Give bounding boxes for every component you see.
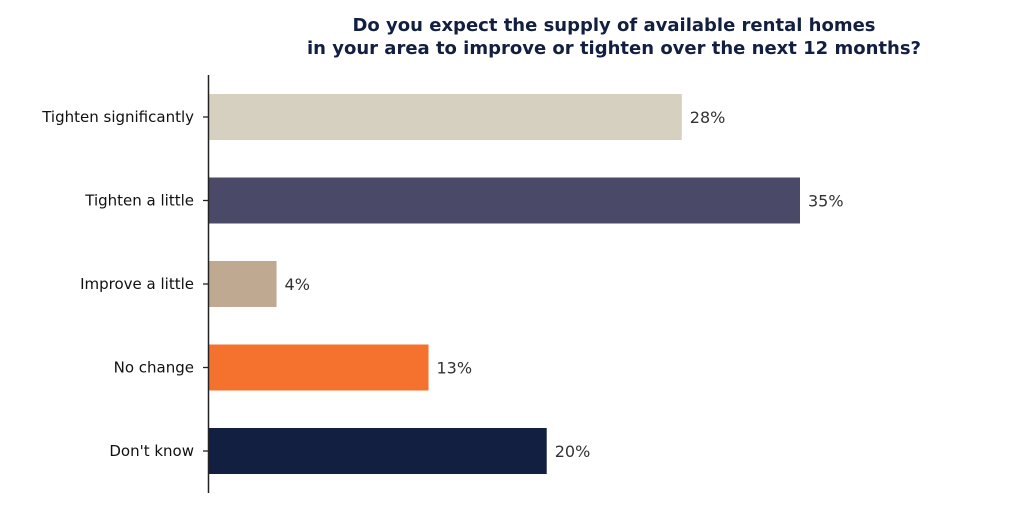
y-tick-label: Improve a little [80,275,194,293]
data-label: 13% [437,359,473,378]
y-tick-label: Tighten significantly [41,108,194,126]
y-tick-label: Tighten a little [84,192,194,210]
data-label: 20% [555,442,591,461]
data-label: 35% [808,192,844,211]
data-label: 4% [285,275,310,294]
bar-3 [209,344,429,391]
bar-4 [209,428,547,474]
bar-0 [209,94,682,140]
bar-2 [209,261,277,307]
chart-title-line-1: Do you expect the supply of available re… [352,15,875,36]
bar-1 [209,177,800,224]
data-label: 28% [690,108,726,127]
chart-title-line-2: in your area to improve or tighten over … [307,38,921,59]
y-tick-label: No change [114,359,194,377]
y-tick-label: Don't know [109,442,194,460]
